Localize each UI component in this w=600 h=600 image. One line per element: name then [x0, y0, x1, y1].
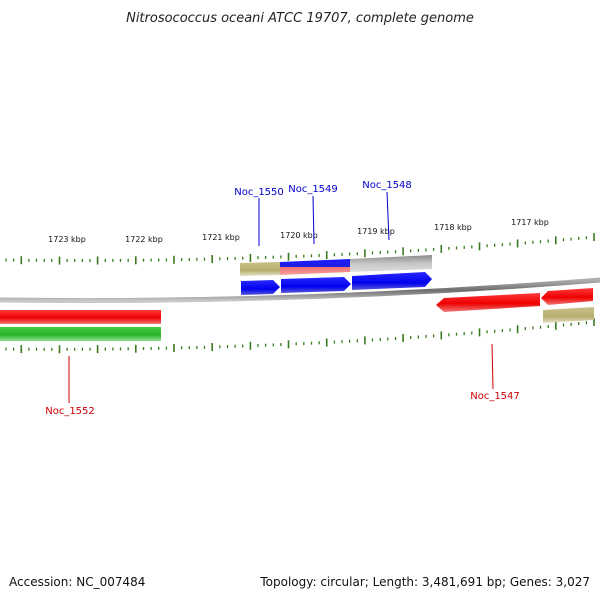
ruler-label-1720kbp: 1720 kbp — [280, 231, 318, 240]
feature-grey-pseudo[interactable] — [350, 255, 432, 272]
reverse-strand-genes — [0, 288, 594, 341]
ruler-label-1721kbp: 1721 kbp — [202, 233, 240, 242]
inner-ruler — [5, 318, 595, 354]
gene-noc-1552[interactable] — [0, 310, 161, 324]
gene-noc-1549[interactable] — [281, 277, 351, 293]
outer-ruler — [5, 233, 595, 265]
feature-khaki-lower[interactable] — [543, 307, 594, 323]
leader-noc-1547 — [491, 343, 494, 390]
ruler-label-1719kbp: 1719 kbp — [357, 227, 395, 236]
feature-noc-1549-rna[interactable] — [280, 259, 350, 275]
topology-summary: Topology: circular; Length: 3,481,691 bp… — [259, 575, 590, 589]
accession-text: Accession: NC_007484 — [9, 575, 145, 589]
gene-noc-1550[interactable] — [241, 280, 280, 295]
upper-feature-track — [240, 255, 432, 276]
leader-noc-1548 — [386, 191, 390, 241]
leader-noc-1549 — [312, 195, 315, 245]
ruler-label-1718kbp: 1718 kbp — [434, 223, 472, 232]
gene-noc-1547[interactable] — [436, 293, 540, 312]
label-noc-1552[interactable]: Noc_1552 — [45, 406, 95, 417]
ruler-label-1717kbp: 1717 kbp — [511, 218, 549, 227]
label-leaders — [68, 191, 494, 403]
ruler-labels: 1723 kbp 1722 kbp 1721 kbp 1720 kbp 1719… — [48, 218, 549, 244]
label-noc-1549[interactable]: Noc_1549 — [288, 184, 338, 195]
gene-labels: Noc_1550 Noc_1549 Noc_1548 Noc_1552 Noc_… — [45, 180, 520, 417]
label-noc-1548[interactable]: Noc_1548 — [362, 180, 412, 191]
label-noc-1550[interactable]: Noc_1550 — [234, 187, 284, 198]
ruler-label-1723kbp: 1723 kbp — [48, 235, 86, 244]
genome-backbone — [0, 277, 600, 304]
map-title: Nitrosococcus oceani ATCC 19707, complet… — [126, 11, 474, 26]
gene-rna-green[interactable] — [0, 327, 161, 341]
forward-strand-genes — [241, 272, 432, 295]
feature-khaki-upper[interactable] — [240, 262, 280, 276]
gene-reverse-right[interactable] — [541, 288, 593, 305]
label-noc-1547[interactable]: Noc_1547 — [470, 391, 520, 402]
ruler-label-1722kbp: 1722 kbp — [125, 235, 163, 244]
gene-noc-1548[interactable] — [352, 272, 432, 290]
